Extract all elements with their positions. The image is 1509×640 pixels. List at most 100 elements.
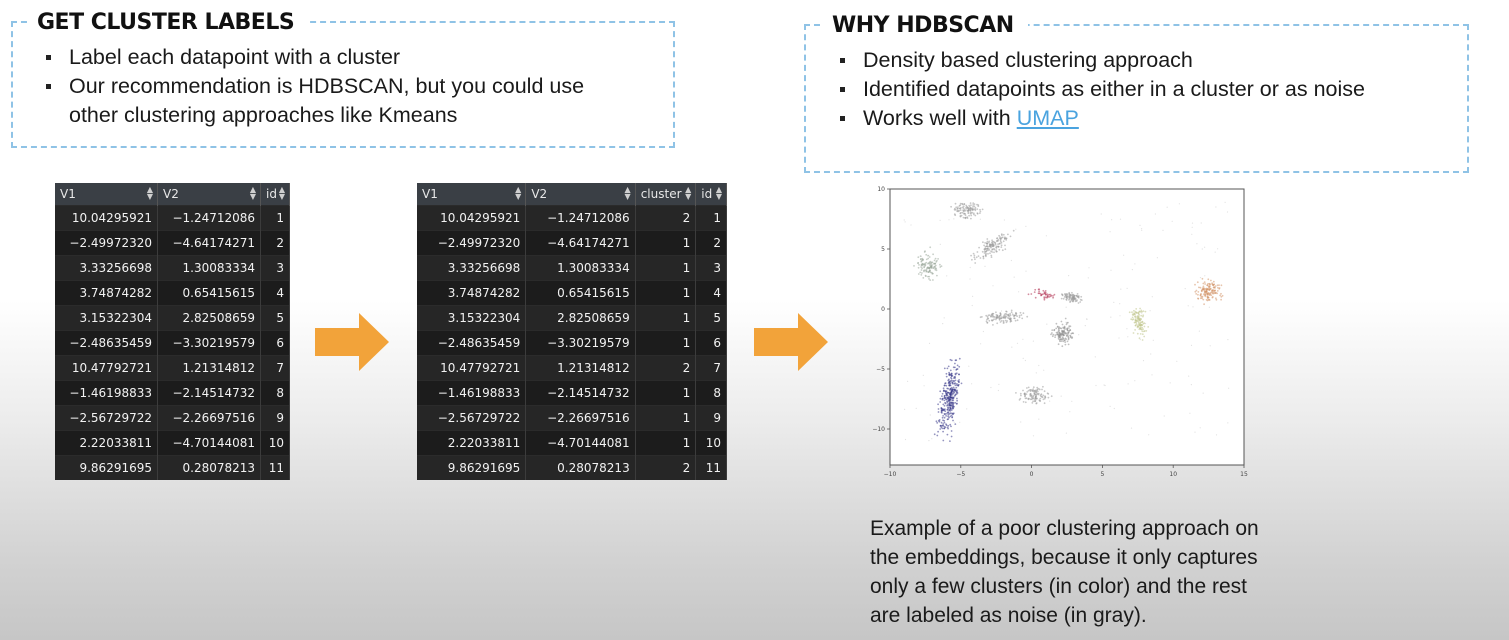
scatter-point: [939, 390, 942, 393]
scatter-point: [947, 407, 950, 410]
scatter-point: [943, 413, 946, 415]
scatter-point: [1042, 398, 1045, 401]
scatter-point: [946, 433, 949, 436]
scatter-point: [1065, 323, 1068, 326]
scatter-point: [1218, 287, 1221, 290]
sort-icon[interactable]: ▲ ▼: [146, 185, 153, 201]
scatter-point: [1135, 311, 1137, 314]
scatter-point: [1199, 286, 1202, 289]
column-header-v1[interactable]: V1 ▲ ▼: [55, 183, 158, 206]
scatter-point: [958, 373, 960, 376]
scatter-point: [1199, 297, 1202, 300]
scatter-point: [1196, 281, 1199, 284]
scatter-point: [1050, 395, 1053, 398]
scatter-point: [997, 238, 1000, 241]
table-cell: 2: [635, 355, 697, 381]
scatter-point: [1031, 396, 1034, 399]
scatter-point: [1051, 332, 1053, 334]
scatter-point: [1134, 315, 1137, 318]
scatter-point: [917, 256, 920, 259]
scatter-point: [1065, 296, 1068, 299]
sort-icon[interactable]: ▲ ▼: [249, 185, 257, 201]
scatter-point: [942, 419, 944, 422]
scatter-point: [985, 248, 988, 250]
scatter-point: [941, 410, 943, 412]
scatter-point: [1136, 316, 1139, 318]
table-cell: 1.21314812: [157, 355, 262, 381]
scatter-point: [1064, 341, 1067, 343]
sort-icon[interactable]: ▲ ▼: [624, 185, 631, 201]
scatter-point: [990, 250, 992, 252]
column-header-v1[interactable]: V1 ▲ ▼: [417, 183, 527, 206]
scatter-point: [1143, 330, 1145, 333]
noise-point: [939, 243, 941, 245]
scatter-point: [1060, 340, 1063, 342]
scatter-point: [1210, 279, 1212, 282]
noise-point: [966, 408, 968, 410]
caption-line: are labeled as noise (in gray).: [870, 604, 1147, 627]
scatter-point: [1029, 389, 1032, 391]
scatter-point: [952, 366, 955, 369]
scatter-point: [949, 412, 952, 414]
scatter-point: [1019, 397, 1022, 400]
sort-icon[interactable]: ▲ ▼: [685, 185, 692, 201]
scatter-point: [1027, 397, 1030, 400]
column-header-v2[interactable]: V2 ▲ ▼: [525, 183, 636, 206]
sort-icon[interactable]: ▲ ▼: [515, 185, 522, 201]
scatter-point: [945, 384, 948, 387]
table-cell: 1.21314812: [525, 355, 636, 381]
scatter-point: [979, 257, 982, 259]
column-header-label: V2: [531, 187, 548, 201]
umap-link[interactable]: UMAP: [1016, 106, 1079, 130]
scatter-point: [946, 404, 948, 407]
scatter-point: [927, 257, 930, 260]
noise-point: [1126, 287, 1128, 289]
table-cell: 0.65415615: [525, 280, 636, 306]
noise-point: [1069, 411, 1071, 413]
column-header-cluster[interactable]: cluster ▲ ▼: [635, 183, 697, 206]
scatter-point: [1066, 322, 1068, 324]
column-header-id[interactable]: id ▲ ▼: [695, 183, 727, 206]
noise-point: [972, 295, 974, 297]
scatter-point: [1077, 295, 1080, 297]
scatter-point: [1203, 281, 1206, 283]
scatter-point: [1000, 244, 1003, 247]
scatter-point: [943, 384, 946, 387]
table-cell: 3.33256698: [417, 255, 527, 281]
sort-icon[interactable]: ▲ ▼: [715, 185, 722, 201]
scatter-point: [976, 251, 979, 253]
sort-icon[interactable]: ▲ ▼: [278, 185, 285, 201]
scatter-point: [950, 414, 953, 417]
scatter-point: [961, 203, 964, 206]
scatter-point: [1135, 323, 1138, 325]
scatter-point: [954, 384, 957, 387]
scatter-point: [986, 238, 989, 240]
noise-point: [1141, 312, 1143, 314]
scatter-point: [985, 255, 987, 258]
scatter-point: [1133, 312, 1135, 314]
scatter-point: [949, 373, 951, 375]
scatter-point: [972, 252, 975, 255]
noise-point: [1188, 375, 1190, 377]
table-cell: −4.70144081: [525, 430, 636, 456]
scatter-point: [1040, 293, 1043, 296]
scatter-point: [1214, 292, 1217, 294]
noise-point: [1226, 211, 1229, 213]
scatter-point: [1000, 320, 1003, 322]
noise-point: [1152, 339, 1154, 341]
scatter-point: [1067, 343, 1070, 346]
column-header-id[interactable]: id ▲ ▼: [260, 183, 290, 206]
scatter-point: [968, 214, 970, 217]
scatter-point: [989, 252, 991, 255]
scatter-point: [1195, 293, 1198, 295]
noise-point: [1119, 303, 1121, 305]
scatter-point: [1067, 337, 1070, 340]
scatter-point: [1061, 331, 1064, 333]
scatter-point: [1208, 298, 1211, 301]
caption-line: only a few clusters (in color) and the r…: [870, 575, 1247, 598]
scatter-point: [934, 264, 937, 267]
scatter-point: [1051, 335, 1054, 338]
scatter-point: [1033, 291, 1036, 293]
column-header-v2[interactable]: V2 ▲ ▼: [157, 183, 262, 206]
noise-point: [1156, 257, 1158, 259]
